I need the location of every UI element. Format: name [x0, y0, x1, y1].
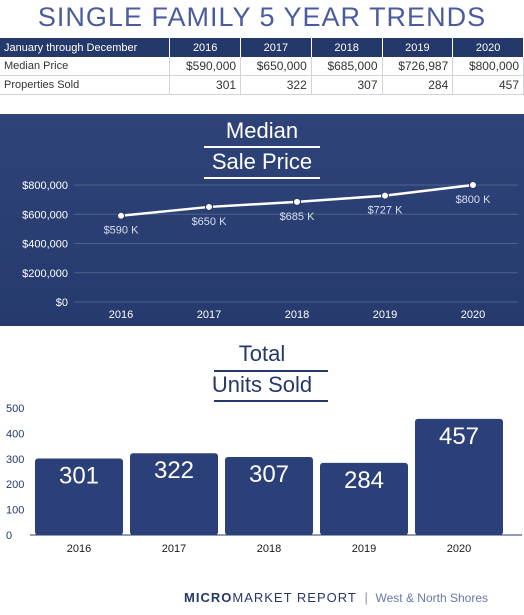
table-row: Properties Sold 301 322 307 284 457	[0, 75, 524, 95]
line-chart-title-line2: Sale Price	[211, 149, 313, 174]
year-header: 2016	[169, 38, 242, 57]
line-chart-title-line1: Median	[225, 118, 299, 143]
y-tick-label: $800,000	[22, 180, 68, 192]
x-tick-label: 2016	[109, 309, 133, 321]
table-header-row: January through December 2016 2017 2018 …	[0, 38, 524, 57]
data-point	[293, 197, 301, 206]
bar	[130, 453, 218, 535]
row-label: Properties Sold	[0, 75, 171, 95]
x-tick-label: 2016	[67, 543, 91, 555]
table-cell: $650,000	[240, 57, 312, 76]
y-tick-label: $400,000	[22, 239, 68, 251]
data-label: $800 K	[456, 194, 492, 206]
x-tick-label: 2017	[162, 543, 186, 555]
bar-value-label: 284	[344, 467, 384, 494]
table-cell: 284	[382, 75, 454, 95]
x-tick-label: 2018	[285, 309, 309, 321]
y-tick-label: $200,000	[22, 268, 68, 280]
table-cell: 307	[311, 75, 383, 95]
title-underline	[214, 400, 328, 402]
bar-value-label: 322	[154, 457, 194, 484]
table-cell: $590,000	[169, 57, 242, 76]
data-label: $650 K	[192, 216, 228, 228]
line-chart: $800,000 $600,000 $400,000 $200,000 $0 2016 20…	[22, 180, 518, 321]
table-cell: $800,000	[452, 57, 524, 76]
bar-value-label: 457	[439, 423, 479, 450]
x-tick-label: 2019	[373, 309, 397, 321]
y-tick-label: 400	[6, 428, 24, 440]
table-cell: $726,987	[382, 57, 454, 76]
row-label: Median Price	[0, 57, 171, 76]
bar-chart: 500 400 300 200 100 0 301 2016 322 2017 307 2018 284…	[6, 403, 522, 555]
x-tick-label: 2020	[447, 543, 471, 555]
data-label: $590 K	[104, 225, 140, 237]
trends-table: January through December 2016 2017 2018 …	[0, 38, 524, 95]
y-tick-label: 300	[6, 454, 24, 466]
y-tick-label: 0	[6, 530, 12, 542]
table-cell: 322	[240, 75, 312, 95]
brand-rest: MARKET REPORT	[232, 590, 357, 605]
footer-separator: |	[364, 590, 368, 605]
year-header: 2018	[311, 38, 383, 57]
y-tick-label: $0	[56, 297, 68, 309]
data-label: $685 K	[280, 211, 316, 223]
year-header: 2020	[452, 38, 524, 57]
x-tick-label: 2019	[352, 543, 376, 555]
y-tick-label: 100	[6, 505, 24, 517]
bar-chart-title-line2: Units Sold	[211, 372, 313, 397]
data-point	[381, 191, 389, 200]
bar-chart-title-line1: Total	[238, 341, 286, 366]
bar	[320, 462, 408, 535]
table-cell: 301	[169, 75, 242, 95]
median-price-panel: Median Sale Price $800,000 $600,000 $400,0…	[0, 114, 524, 326]
period-label: January through December	[0, 38, 171, 57]
table-cell: 457	[452, 75, 524, 95]
bar	[415, 418, 503, 535]
y-tick-label: 500	[6, 403, 24, 415]
x-tick-label: 2018	[257, 543, 281, 555]
x-tick-label: 2020	[461, 309, 485, 321]
data-point	[205, 202, 213, 211]
bar-value-label: 307	[249, 461, 289, 488]
y-tick-label: 200	[6, 479, 24, 491]
footer-region: West & North Shores	[375, 591, 489, 605]
table-cell: $685,000	[311, 57, 383, 76]
y-tick-label: $600,000	[22, 209, 68, 221]
x-tick-label: 2017	[197, 309, 221, 321]
data-point	[469, 181, 477, 189]
bar-value-label: 301	[59, 463, 99, 490]
data-point	[117, 211, 125, 220]
data-label: $727 K	[368, 205, 404, 217]
title-underline	[204, 146, 320, 148]
table-row: Median Price $590,000 $650,000 $685,000 …	[0, 57, 524, 76]
bar	[35, 458, 123, 535]
year-header: 2019	[382, 38, 454, 57]
brand-bold: MICRO	[184, 590, 233, 605]
title-underline	[214, 370, 328, 372]
footer: MICROMARKET REPORT | West & North Shores	[0, 590, 524, 605]
page-title: SINGLE FAMILY 5 YEAR TRENDS	[37, 2, 487, 32]
year-header: 2017	[240, 38, 312, 57]
bar	[225, 457, 313, 535]
title-underline	[204, 177, 320, 179]
